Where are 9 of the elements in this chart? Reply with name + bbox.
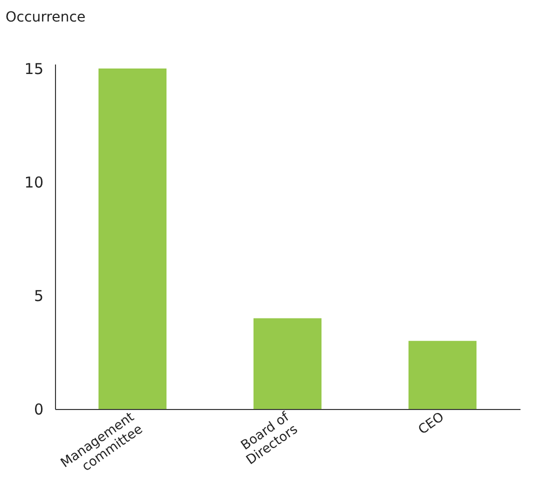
x-tick-label: CEO bbox=[416, 410, 448, 438]
y-tick-label: 15 bbox=[24, 60, 44, 78]
y-tick-label: 10 bbox=[24, 174, 44, 192]
bar bbox=[408, 340, 476, 409]
bar bbox=[254, 318, 322, 409]
y-tick-label: 0 bbox=[34, 400, 44, 418]
y-tick-label: 5 bbox=[34, 287, 44, 306]
bar bbox=[98, 68, 166, 409]
y-axis-title: Occurrence bbox=[6, 10, 86, 26]
